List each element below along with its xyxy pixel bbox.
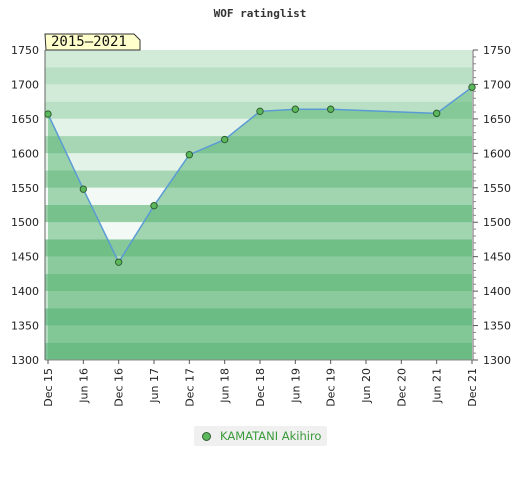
y-tick-label-right: 1400 — [483, 285, 511, 298]
y-tick-label-left: 1600 — [11, 147, 39, 160]
x-tick-label: Jun 17 — [148, 368, 161, 404]
x-tick-label: Dec 17 — [183, 368, 196, 407]
y-tick-label-right: 1600 — [483, 147, 511, 160]
y-tick-label-right: 1350 — [483, 320, 511, 333]
data-point — [256, 107, 264, 116]
x-tick-label: Jun 18 — [219, 368, 232, 404]
x-tick-label: Jun 21 — [431, 368, 444, 404]
y-tick-label-left: 1450 — [11, 251, 39, 264]
data-point — [150, 201, 158, 210]
y-tick-label-left: 1300 — [11, 354, 39, 367]
y-tick-label-right: 1500 — [483, 216, 511, 229]
band — [45, 84, 472, 102]
data-point — [468, 83, 476, 91]
y-tick-label-right: 1450 — [483, 251, 511, 264]
data-point — [220, 135, 229, 144]
y-tick-label-right: 1700 — [483, 78, 511, 91]
data-point — [432, 109, 441, 118]
period-badge: 2015–2021 — [44, 33, 141, 51]
x-tick-label: Jun 16 — [77, 368, 90, 404]
y-tick-label-left: 1650 — [11, 113, 39, 126]
x-axis: Dec 15 Jun 16 Dec 16 Jun 17 Dec 17 Jun 18 Dec … — [42, 360, 479, 407]
data-point — [79, 185, 88, 193]
series-points — [44, 83, 476, 266]
x-tick-label: Dec 21 — [466, 368, 479, 407]
legend: KAMATANI Akihiro — [194, 426, 327, 446]
period-badge-label: 2015–2021 — [51, 34, 127, 50]
data-point — [185, 151, 194, 159]
band — [45, 50, 472, 68]
data-point — [114, 258, 123, 266]
x-tick-label: Jun 19 — [289, 368, 302, 404]
x-tick-label: Dec 15 — [42, 368, 55, 407]
x-tick-label: Jun 20 — [360, 368, 373, 404]
area-fill — [48, 87, 472, 360]
x-tick-label: Dec 19 — [325, 368, 338, 407]
y-tick-label-right: 1300 — [483, 354, 511, 367]
y-tick-label-right: 1750 — [483, 44, 511, 57]
legend-marker-icon — [202, 431, 211, 441]
x-tick-label: Dec 16 — [113, 368, 126, 407]
y-axis-right: 1300 1350 1400 1450 1500 1550 1600 1650 1700 1750 — [473, 44, 511, 367]
data-point — [291, 105, 300, 113]
y-axis-left: 1300 1350 1400 1450 1500 1550 1600 1650 1700 1750 — [11, 44, 39, 367]
data-point — [326, 105, 335, 113]
y-tick-label-right: 1650 — [483, 113, 511, 126]
data-point — [44, 110, 52, 118]
y-tick-label-left: 1750 — [11, 44, 39, 57]
band — [45, 67, 472, 85]
area-path — [48, 87, 472, 360]
legend-label: KAMATANI Akihiro — [220, 429, 322, 443]
y-tick-label-left: 1550 — [11, 182, 39, 195]
x-tick-label: Dec 18 — [254, 368, 267, 407]
y-tick-label-left: 1700 — [11, 78, 39, 91]
y-tick-label-left: 1400 — [11, 285, 39, 298]
chart-title: WOF ratinglist — [214, 7, 307, 20]
y-tick-label-left: 1500 — [11, 216, 39, 229]
x-tick-label: Dec 20 — [395, 368, 408, 407]
y-tick-label-right: 1550 — [483, 182, 511, 195]
y-tick-label-left: 1350 — [11, 320, 39, 333]
